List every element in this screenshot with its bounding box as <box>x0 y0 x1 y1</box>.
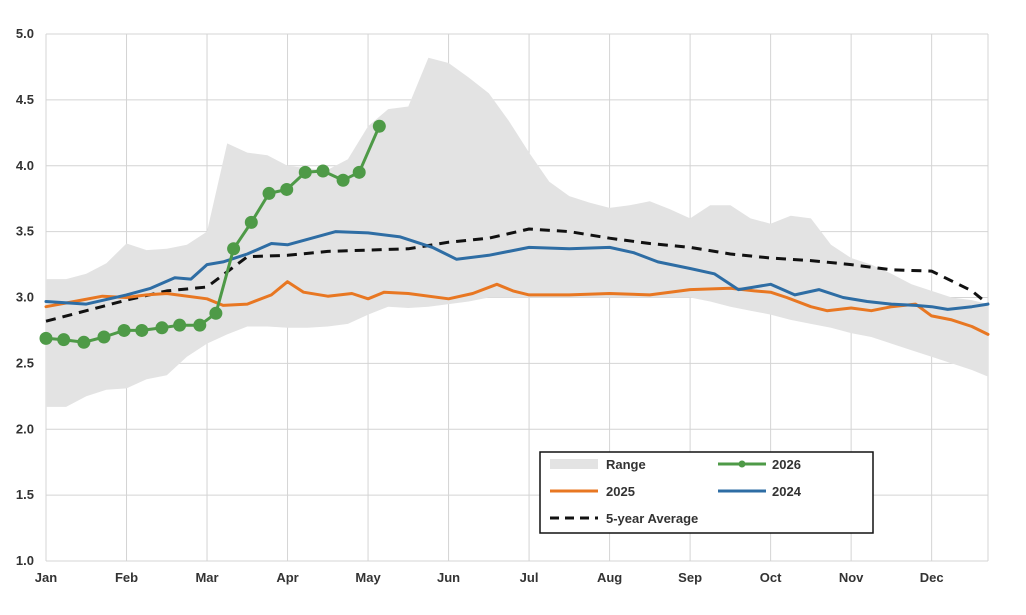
x-axis-ticks: Jan Feb Mar Apr May Jun Jul Aug Sep Oct Nov Dec <box>35 570 944 585</box>
legend-label-range: Range <box>606 457 646 472</box>
x-tick-label: Jan <box>35 570 57 585</box>
legend-marker-2026 <box>738 460 746 468</box>
series-point-2026 <box>135 323 149 337</box>
series-point-2026 <box>209 306 223 320</box>
series-point-2026 <box>39 331 53 345</box>
series-point-2026 <box>117 323 131 337</box>
legend-swatch-range <box>550 459 598 469</box>
range-band <box>46 57 988 407</box>
y-tick-label: 1.0 <box>16 553 34 568</box>
x-tick-label: Apr <box>276 570 298 585</box>
series-point-2026 <box>372 119 386 133</box>
x-tick-label: Feb <box>115 570 138 585</box>
series-point-2026 <box>280 182 294 196</box>
x-tick-label: Jun <box>437 570 460 585</box>
legend-label-2024: 2024 <box>772 484 802 499</box>
legend-label-avg: 5-year Average <box>606 511 698 526</box>
series-point-2026 <box>173 318 187 332</box>
x-tick-label: Mar <box>195 570 218 585</box>
y-axis-ticks: 1.0 1.5 2.0 2.5 3.0 3.5 4.0 4.5 5.0 <box>16 26 34 568</box>
series-point-2026 <box>352 165 366 179</box>
y-tick-label: 4.0 <box>16 158 34 173</box>
y-tick-label: 2.0 <box>16 421 34 436</box>
x-tick-label: Oct <box>760 570 782 585</box>
series-point-2026 <box>316 164 330 178</box>
x-tick-label: Nov <box>839 570 864 585</box>
series-point-2026 <box>77 335 91 349</box>
series-point-2026 <box>244 215 258 229</box>
series-point-2026 <box>298 165 312 179</box>
series-point-2026 <box>227 242 241 256</box>
y-tick-label: 3.0 <box>16 290 34 305</box>
y-tick-label: 4.5 <box>16 92 34 107</box>
series-point-2026 <box>155 321 169 335</box>
y-tick-label: 3.5 <box>16 224 34 239</box>
series-line-5-year-average <box>45 227 989 323</box>
legend: Range 2026 2025 2024 5-year Average <box>539 451 874 534</box>
x-tick-label: May <box>355 570 381 585</box>
y-tick-label: 1.5 <box>16 487 34 502</box>
series-line-2025 <box>44 280 990 336</box>
x-tick-label: Dec <box>920 570 944 585</box>
range-band-area <box>46 57 988 407</box>
y-tick-label: 2.5 <box>16 355 34 370</box>
series-point-2026 <box>57 333 71 347</box>
series-point-2026 <box>97 330 111 344</box>
y-tick-label: 5.0 <box>16 26 34 41</box>
x-tick-label: Jul <box>520 570 539 585</box>
series-point-2026 <box>193 318 207 332</box>
series-point-2026 <box>336 173 350 187</box>
x-tick-label: Aug <box>597 570 622 585</box>
series-point-2026 <box>262 186 276 200</box>
series-line-2024 <box>44 230 990 311</box>
legend-label-2026: 2026 <box>772 457 801 472</box>
series-lines <box>39 119 990 349</box>
legend-label-2025: 2025 <box>606 484 635 499</box>
x-tick-label: Sep <box>678 570 702 585</box>
